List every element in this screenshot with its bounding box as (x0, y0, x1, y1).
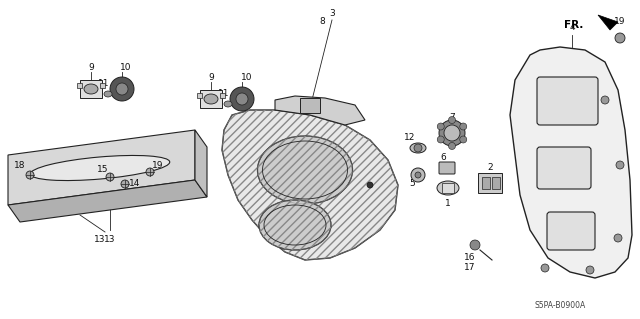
Circle shape (415, 172, 421, 178)
Circle shape (449, 143, 456, 150)
Text: 6: 6 (440, 153, 446, 162)
Text: 11: 11 (99, 78, 109, 87)
FancyBboxPatch shape (537, 147, 591, 189)
Ellipse shape (410, 143, 426, 153)
Ellipse shape (204, 94, 218, 104)
Circle shape (437, 136, 444, 143)
Text: 9: 9 (88, 63, 94, 72)
Polygon shape (598, 15, 618, 30)
Circle shape (411, 168, 425, 182)
Circle shape (460, 136, 467, 143)
Text: 9: 9 (208, 73, 214, 83)
Circle shape (616, 161, 624, 169)
Circle shape (615, 33, 625, 43)
Circle shape (439, 120, 465, 146)
Bar (200, 90, 222, 108)
Text: 14: 14 (129, 180, 141, 189)
Circle shape (236, 93, 248, 105)
Circle shape (449, 116, 456, 123)
Bar (80, 80, 102, 98)
Polygon shape (195, 130, 207, 197)
Text: 13: 13 (104, 235, 116, 244)
Text: FR.: FR. (564, 20, 583, 30)
Bar (300, 98, 320, 113)
Text: 13: 13 (94, 235, 106, 244)
Text: 5: 5 (409, 179, 415, 188)
Bar (220, 93, 225, 98)
Text: 4: 4 (569, 24, 575, 33)
Circle shape (26, 171, 34, 179)
Ellipse shape (224, 101, 232, 107)
Polygon shape (8, 180, 207, 222)
Circle shape (414, 144, 422, 152)
Circle shape (116, 83, 128, 95)
Text: 8: 8 (319, 18, 325, 26)
Ellipse shape (30, 155, 170, 181)
Ellipse shape (259, 200, 331, 250)
Ellipse shape (257, 136, 353, 204)
Text: 3: 3 (329, 9, 335, 18)
Circle shape (444, 125, 460, 141)
Text: 10: 10 (120, 63, 132, 72)
Text: 11: 11 (218, 88, 230, 98)
Circle shape (121, 180, 129, 188)
Circle shape (586, 266, 594, 274)
FancyBboxPatch shape (547, 212, 595, 250)
FancyBboxPatch shape (439, 162, 455, 174)
Text: 16: 16 (464, 254, 476, 263)
Text: 7: 7 (449, 114, 455, 122)
Text: 19: 19 (152, 160, 164, 169)
Text: 2: 2 (487, 164, 493, 173)
Circle shape (110, 77, 134, 101)
Bar (77, 83, 82, 88)
Circle shape (106, 173, 114, 181)
Circle shape (601, 96, 609, 104)
Bar (482, 177, 490, 189)
Circle shape (367, 182, 373, 188)
Bar (442, 183, 454, 193)
Text: 1: 1 (445, 198, 451, 207)
FancyBboxPatch shape (537, 77, 598, 125)
Polygon shape (222, 110, 398, 260)
Bar (492, 177, 500, 189)
Polygon shape (8, 130, 195, 205)
Text: S5PA-B0900A: S5PA-B0900A (534, 300, 586, 309)
Circle shape (146, 168, 154, 176)
Circle shape (230, 87, 254, 111)
Text: 18: 18 (14, 160, 26, 169)
Circle shape (541, 264, 549, 272)
Text: 19: 19 (614, 18, 626, 26)
Text: 17: 17 (464, 263, 476, 272)
Bar (100, 83, 105, 88)
Circle shape (437, 123, 444, 130)
Polygon shape (275, 96, 365, 125)
Text: 15: 15 (97, 166, 109, 174)
Ellipse shape (437, 181, 459, 195)
Circle shape (614, 234, 622, 242)
Circle shape (460, 123, 467, 130)
Circle shape (470, 240, 480, 250)
Polygon shape (510, 47, 632, 278)
Ellipse shape (84, 84, 98, 94)
Bar (478, 173, 502, 193)
Text: 10: 10 (241, 73, 253, 83)
Text: 12: 12 (404, 133, 416, 143)
Bar (197, 93, 202, 98)
Ellipse shape (104, 91, 112, 97)
